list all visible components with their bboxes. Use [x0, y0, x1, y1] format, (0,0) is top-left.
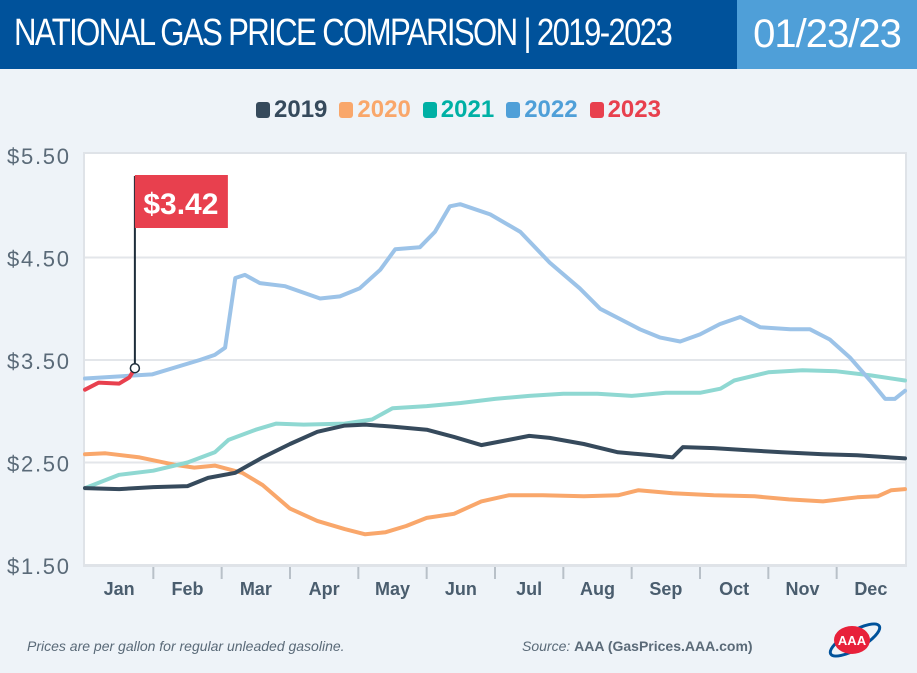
legend-label: 2019 [274, 96, 328, 123]
x-tick-label: Apr [309, 579, 340, 599]
page-title: NATIONAL GAS PRICE COMPARISON | 2019-202… [14, 12, 673, 54]
x-tick-label: Jun [445, 579, 477, 599]
x-tick-label: May [375, 579, 410, 599]
y-tick-label: $4.50 [7, 247, 69, 272]
y-tick-label: $1.50 [7, 554, 69, 579]
series-line-2022 [83, 202, 907, 401]
legend-item-2021: 2021 [422, 96, 495, 124]
legend-swatch [339, 102, 354, 118]
x-tick-label: Dec [854, 579, 887, 599]
date-badge: 01/23/23 [737, 0, 917, 69]
x-tick-label: Jul [516, 579, 542, 599]
x-tick-label: Feb [171, 579, 203, 599]
source-label: Source: [522, 638, 571, 654]
series-line-2019 [83, 422, 907, 492]
source-text: AAA (GasPrices.AAA.com) [574, 638, 753, 654]
price-flag [134, 175, 228, 228]
legend-swatch [256, 102, 271, 118]
footnote: Prices are per gallon for regular unlead… [27, 638, 345, 654]
y-tick-label: $3.50 [7, 349, 69, 374]
price-flag-label: $3.42 [143, 188, 218, 221]
legend-label: 2020 [357, 96, 411, 123]
series-line-2020 [83, 451, 907, 537]
source-credit: Source: AAA (GasPrices.AAA.com) [522, 638, 753, 654]
y-tick-label: $2.50 [7, 452, 69, 477]
legend-item-2019: 2019 [256, 96, 327, 124]
y-tick-label: $5.50 [7, 144, 69, 169]
x-tick-label: Aug [580, 579, 615, 599]
x-tick-label: Nov [785, 579, 819, 599]
legend-item-2023: 2023 [589, 96, 661, 124]
header-bar: NATIONAL GAS PRICE COMPARISON | 2019-202… [0, 0, 917, 69]
legend-label: 2021 [440, 96, 495, 123]
legend-swatch [506, 102, 521, 118]
x-tick-label: Jan [104, 579, 135, 599]
x-tick-label: Oct [719, 579, 749, 599]
series-line-2023 [83, 366, 137, 392]
legend-swatch [422, 102, 437, 118]
legend-swatch [589, 102, 604, 118]
x-tick-label: Sep [649, 579, 682, 599]
legend-label: 2023 [607, 96, 661, 123]
legend-item-2020: 2020 [339, 96, 411, 124]
legend-label: 2022 [524, 96, 578, 123]
series-line-2021 [83, 368, 907, 491]
current-price-marker [129, 362, 141, 374]
legend-item-2022: 2022 [506, 96, 578, 124]
x-tick-label: Mar [240, 579, 272, 599]
chart-legend: 2019 2020 2021 2022 2023 [0, 96, 917, 124]
